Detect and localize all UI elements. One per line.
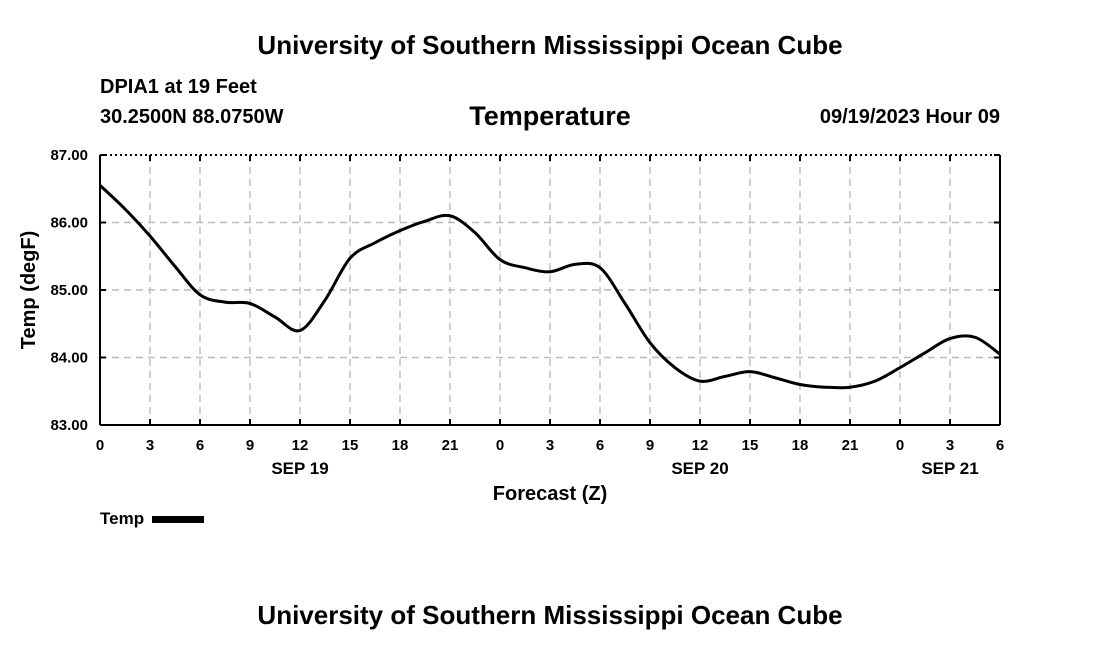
x-tick-label: 15 [342,437,359,454]
x-tick-label: 6 [596,437,604,454]
y-tick-label: 85.00 [50,282,88,299]
station-label: DPIA1 at 19 Feet [100,76,257,98]
legend-label: Temp [100,509,145,528]
x-tick-label: 9 [246,437,254,454]
header-title: University of Southern Mississippi Ocean… [257,30,843,60]
series-layer [98,184,1001,390]
x-tick-label: 0 [96,437,104,454]
x-tick-label: 0 [496,437,504,454]
axis-layer [99,154,1001,426]
x-tick-label: 6 [196,437,204,454]
x-tick-label: 3 [946,437,954,454]
x-tick-label: 3 [146,437,154,454]
legend-line-swatch [152,515,205,523]
forecast-run-time: 09/19/2023 Hour 09 [819,106,1000,128]
x-tick-label: 12 [292,437,309,454]
x-tick-label: 21 [442,437,459,454]
x-tick-label: 15 [742,437,759,454]
y-axis-title: Temp (degF) [18,231,40,350]
series-line-temp [98,184,1001,390]
x-tick-label: 6 [996,437,1004,454]
x-tick-label: 9 [646,437,654,454]
y-tick-label: 86.00 [50,215,88,232]
y-tick-label: 84.00 [50,350,88,367]
chart-title: Temperature [469,101,631,131]
date-label: SEP 19 [271,459,328,478]
x-tick-label: 21 [842,437,859,454]
y-tick-label: 87.00 [50,147,88,164]
x-tick-label: 12 [692,437,709,454]
legend: Temp [100,509,205,529]
y-tick-label: 83.00 [50,417,88,434]
label-layer: 0 3 6 9 12 15 18 21 0 3 6 9 12 15 18 21 0 3 6 83.00 84.00 85.… [18,147,1004,505]
x-tick-label: 18 [792,437,809,454]
station-coordinates: 30.2500N 88.0750W [100,106,284,128]
date-label: SEP 21 [921,459,978,478]
date-label: SEP 20 [671,459,728,478]
x-tick-label: 3 [546,437,554,454]
footer-title: University of Southern Mississippi Ocean… [257,600,843,630]
x-tick-label: 18 [392,437,409,454]
x-axis-title: Forecast (Z) [493,483,607,505]
x-tick-label: 0 [896,437,904,454]
grid-layer [100,155,1000,425]
